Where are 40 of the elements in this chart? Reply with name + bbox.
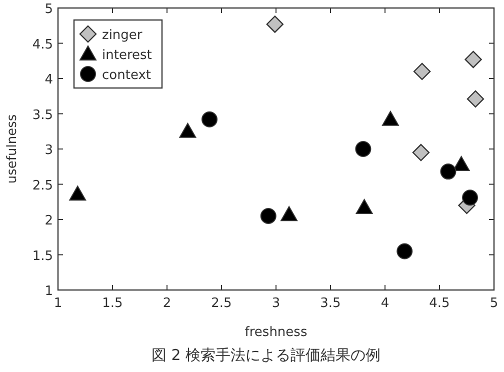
point — [280, 206, 298, 222]
x-tick-label: 5 — [490, 296, 498, 311]
x-tick-label: 2.5 — [211, 296, 232, 311]
point — [260, 208, 276, 224]
x-tick-label: 1.5 — [102, 296, 123, 311]
x-tick-label: 4.5 — [429, 296, 450, 311]
point — [69, 186, 86, 201]
y-tick-label: 4.5 — [32, 37, 53, 52]
legend-label: context — [102, 68, 151, 83]
x-tick-label: 3.5 — [320, 296, 341, 311]
y-tick-label: 5 — [44, 2, 53, 17]
point — [355, 141, 372, 157]
point — [356, 199, 373, 214]
point — [412, 144, 430, 162]
point — [452, 156, 470, 172]
x-axis-title: freshness — [244, 325, 308, 340]
point — [466, 90, 484, 108]
y-tick-label: 4 — [44, 72, 53, 88]
y-tick-label: 3 — [44, 143, 53, 158]
point — [382, 110, 399, 126]
caption: 図 2 検索手法による評価結果の例 — [151, 346, 381, 364]
legend-label: interest — [102, 48, 152, 63]
point — [462, 190, 478, 206]
point — [266, 16, 284, 33]
y-tick-label: 2 — [44, 214, 53, 228]
point — [396, 243, 413, 260]
point — [440, 164, 456, 180]
point — [413, 62, 431, 80]
x-tick-label: 3 — [272, 296, 280, 311]
y-tick-label: 3.5 — [32, 108, 53, 123]
x-tick-label: 4 — [380, 296, 390, 311]
point — [179, 122, 196, 138]
y-tick-label: 1 — [44, 284, 53, 299]
y-tick-label: 2.5 — [32, 178, 53, 194]
x-tick-label: 2 — [162, 296, 172, 311]
legend-label: zinger — [102, 28, 143, 43]
point — [464, 50, 482, 68]
point — [202, 111, 218, 128]
y-tick-label: 1.5 — [32, 248, 53, 264]
y-axis-title: usefulness — [5, 114, 20, 184]
